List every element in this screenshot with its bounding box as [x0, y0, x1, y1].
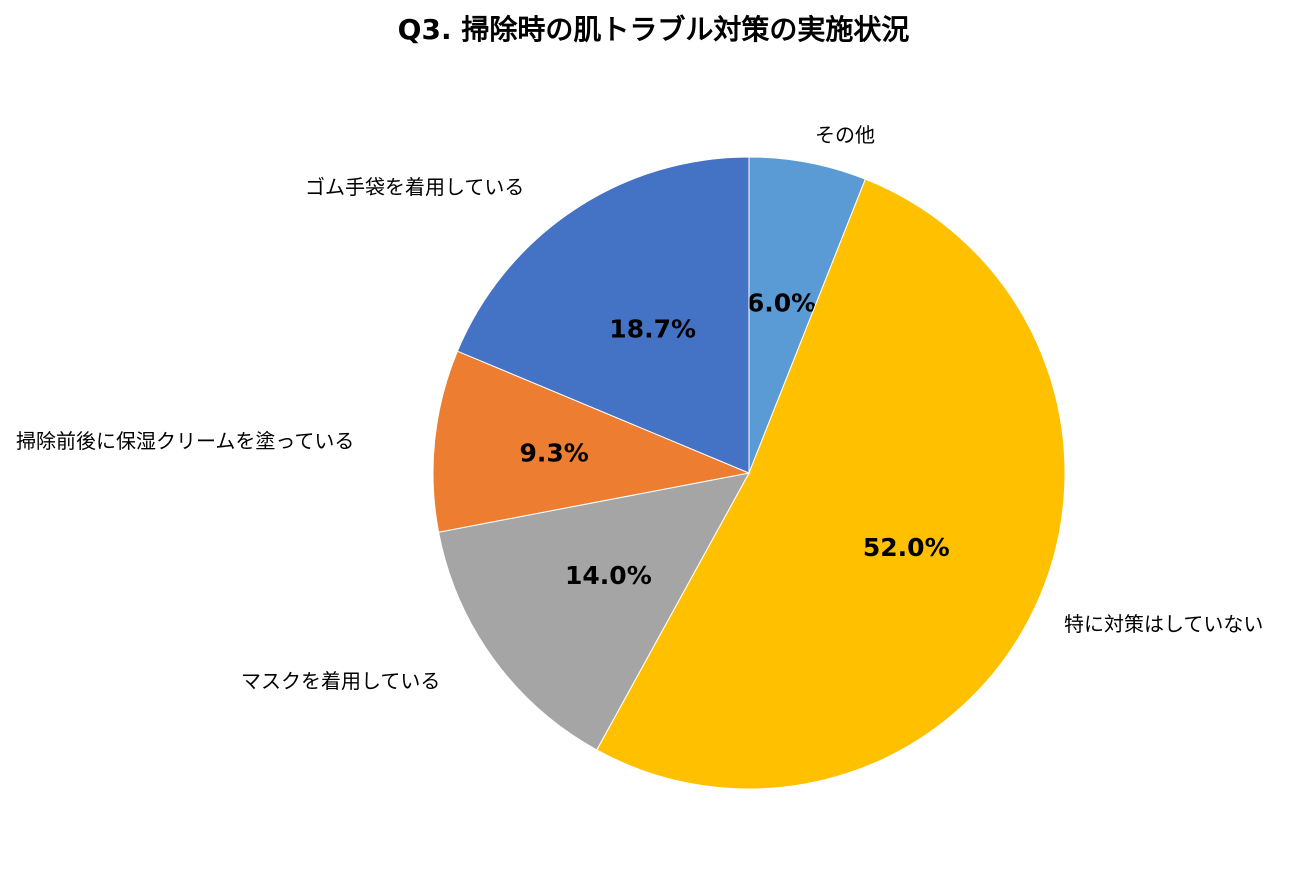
- pie-slice: [748, 156, 866, 474]
- slice-percentage-label: 18.7%: [609, 314, 696, 343]
- slice-percentage-label: 52.0%: [863, 533, 950, 562]
- slice-percentage-label: 14.0%: [565, 561, 652, 590]
- category-label-mask: マスクを着用している: [241, 669, 441, 693]
- pie-slice: [456, 156, 750, 474]
- pie-slice: [432, 350, 751, 533]
- chart-title: Q3. 掃除時の肌トラブル対策の実施状況: [397, 13, 910, 46]
- slice-percentage-label: 9.3%: [519, 439, 588, 468]
- pie-slice: [438, 472, 750, 751]
- category-label-rubber-gloves: ゴム手袋を着用している: [305, 175, 525, 199]
- pie-slice: [596, 178, 1066, 790]
- category-label-other: その他: [815, 123, 875, 147]
- slice-percentage-label: 6.0%: [747, 288, 816, 317]
- category-label-moisturizer: 掃除前後に保湿クリームを塗っている: [16, 429, 355, 453]
- category-label-no-measures: 特に対策はしていない: [1064, 612, 1264, 636]
